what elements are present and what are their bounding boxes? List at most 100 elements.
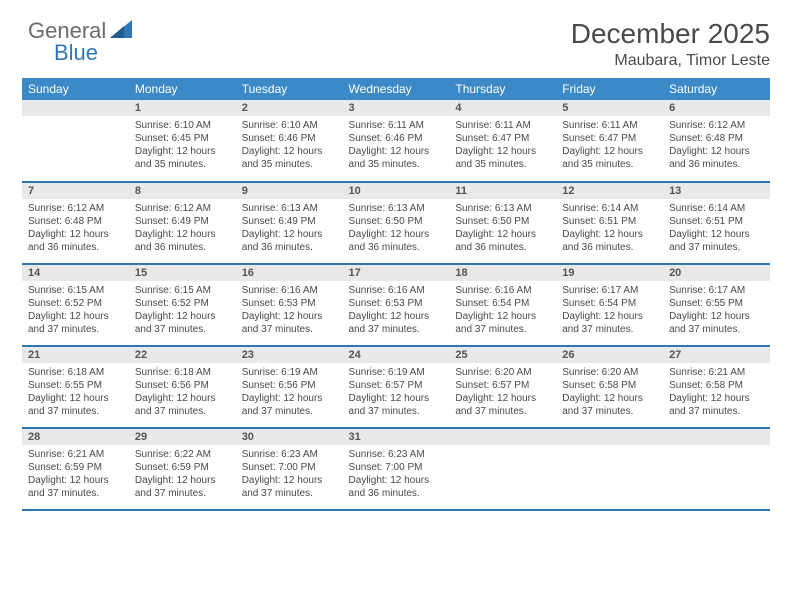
day-sunrise: Sunrise: 6:21 AM — [669, 366, 764, 379]
weekday-header: Thursday — [449, 78, 556, 100]
day-number: 31 — [343, 429, 450, 445]
day-daylight2: and 36 minutes. — [349, 487, 444, 500]
day-daylight1: Daylight: 12 hours — [669, 228, 764, 241]
day-daylight2: and 37 minutes. — [562, 405, 657, 418]
day-daylight1: Daylight: 12 hours — [135, 310, 230, 323]
day-sunset: Sunset: 6:57 PM — [455, 379, 550, 392]
day-daylight2: and 35 minutes. — [455, 158, 550, 171]
day-sunset: Sunset: 6:51 PM — [562, 215, 657, 228]
day-daylight1: Daylight: 12 hours — [562, 228, 657, 241]
calendar-day-cell: 20Sunrise: 6:17 AMSunset: 6:55 PMDayligh… — [663, 264, 770, 346]
day-number: 4 — [449, 100, 556, 116]
day-number: 9 — [236, 183, 343, 199]
header: December 2025 Maubara, Timor Leste — [22, 18, 770, 70]
day-sunrise: Sunrise: 6:19 AM — [349, 366, 444, 379]
calendar-day-cell: 5Sunrise: 6:11 AMSunset: 6:47 PMDaylight… — [556, 100, 663, 182]
day-number: 25 — [449, 347, 556, 363]
day-sunset: Sunset: 6:48 PM — [669, 132, 764, 145]
day-details: Sunrise: 6:13 AMSunset: 6:50 PMDaylight:… — [449, 199, 556, 260]
day-sunrise: Sunrise: 6:23 AM — [242, 448, 337, 461]
day-daylight2: and 37 minutes. — [135, 323, 230, 336]
day-number: 17 — [343, 265, 450, 281]
logo: General Blue — [28, 18, 132, 44]
day-daylight2: and 36 minutes. — [349, 241, 444, 254]
day-daylight1: Daylight: 12 hours — [562, 310, 657, 323]
calendar-day-cell — [449, 428, 556, 510]
day-daylight1: Daylight: 12 hours — [242, 310, 337, 323]
day-details: Sunrise: 6:10 AMSunset: 6:46 PMDaylight:… — [236, 116, 343, 177]
day-daylight2: and 37 minutes. — [28, 487, 123, 500]
calendar-day-cell: 16Sunrise: 6:16 AMSunset: 6:53 PMDayligh… — [236, 264, 343, 346]
logo-triangle-icon — [110, 20, 132, 43]
day-sunrise: Sunrise: 6:15 AM — [135, 284, 230, 297]
day-details: Sunrise: 6:17 AMSunset: 6:54 PMDaylight:… — [556, 281, 663, 342]
calendar-day-cell: 25Sunrise: 6:20 AMSunset: 6:57 PMDayligh… — [449, 346, 556, 428]
day-daylight1: Daylight: 12 hours — [349, 228, 444, 241]
day-details: Sunrise: 6:16 AMSunset: 6:53 PMDaylight:… — [236, 281, 343, 342]
calendar-day-cell: 13Sunrise: 6:14 AMSunset: 6:51 PMDayligh… — [663, 182, 770, 264]
day-details: Sunrise: 6:22 AMSunset: 6:59 PMDaylight:… — [129, 445, 236, 506]
day-daylight1: Daylight: 12 hours — [135, 392, 230, 405]
day-details: Sunrise: 6:15 AMSunset: 6:52 PMDaylight:… — [129, 281, 236, 342]
day-daylight2: and 37 minutes. — [242, 405, 337, 418]
calendar-day-cell: 27Sunrise: 6:21 AMSunset: 6:58 PMDayligh… — [663, 346, 770, 428]
day-daylight1: Daylight: 12 hours — [349, 145, 444, 158]
day-number: 1 — [129, 100, 236, 116]
calendar-day-cell: 30Sunrise: 6:23 AMSunset: 7:00 PMDayligh… — [236, 428, 343, 510]
day-daylight1: Daylight: 12 hours — [28, 310, 123, 323]
weekday-header: Tuesday — [236, 78, 343, 100]
day-details: Sunrise: 6:11 AMSunset: 6:47 PMDaylight:… — [449, 116, 556, 177]
day-daylight2: and 35 minutes. — [242, 158, 337, 171]
day-daylight1: Daylight: 12 hours — [669, 310, 764, 323]
day-number — [556, 429, 663, 445]
calendar-week-row: 1Sunrise: 6:10 AMSunset: 6:45 PMDaylight… — [22, 100, 770, 182]
day-number: 30 — [236, 429, 343, 445]
day-sunrise: Sunrise: 6:14 AM — [562, 202, 657, 215]
day-daylight2: and 37 minutes. — [669, 405, 764, 418]
calendar-day-cell: 28Sunrise: 6:21 AMSunset: 6:59 PMDayligh… — [22, 428, 129, 510]
day-sunset: Sunset: 6:57 PM — [349, 379, 444, 392]
day-daylight2: and 37 minutes. — [242, 487, 337, 500]
day-sunrise: Sunrise: 6:15 AM — [28, 284, 123, 297]
day-daylight2: and 37 minutes. — [562, 323, 657, 336]
day-daylight2: and 37 minutes. — [455, 323, 550, 336]
day-number: 12 — [556, 183, 663, 199]
day-number: 6 — [663, 100, 770, 116]
day-details: Sunrise: 6:11 AMSunset: 6:47 PMDaylight:… — [556, 116, 663, 177]
day-daylight1: Daylight: 12 hours — [242, 392, 337, 405]
day-details: Sunrise: 6:14 AMSunset: 6:51 PMDaylight:… — [663, 199, 770, 260]
calendar-day-cell: 22Sunrise: 6:18 AMSunset: 6:56 PMDayligh… — [129, 346, 236, 428]
day-sunrise: Sunrise: 6:11 AM — [455, 119, 550, 132]
day-daylight1: Daylight: 12 hours — [28, 228, 123, 241]
day-daylight1: Daylight: 12 hours — [349, 474, 444, 487]
calendar-day-cell: 17Sunrise: 6:16 AMSunset: 6:53 PMDayligh… — [343, 264, 450, 346]
day-number: 29 — [129, 429, 236, 445]
day-daylight2: and 37 minutes. — [242, 323, 337, 336]
day-sunrise: Sunrise: 6:19 AM — [242, 366, 337, 379]
day-daylight2: and 36 minutes. — [135, 241, 230, 254]
calendar-day-cell — [22, 100, 129, 182]
calendar-day-cell: 4Sunrise: 6:11 AMSunset: 6:47 PMDaylight… — [449, 100, 556, 182]
day-sunrise: Sunrise: 6:11 AM — [562, 119, 657, 132]
day-daylight1: Daylight: 12 hours — [562, 392, 657, 405]
day-sunset: Sunset: 6:54 PM — [562, 297, 657, 310]
day-daylight2: and 37 minutes. — [669, 323, 764, 336]
day-number: 11 — [449, 183, 556, 199]
calendar-day-cell: 1Sunrise: 6:10 AMSunset: 6:45 PMDaylight… — [129, 100, 236, 182]
day-number: 28 — [22, 429, 129, 445]
day-sunset: Sunset: 6:49 PM — [135, 215, 230, 228]
day-daylight2: and 37 minutes. — [28, 323, 123, 336]
day-daylight1: Daylight: 12 hours — [669, 145, 764, 158]
weekday-header: Saturday — [663, 78, 770, 100]
day-sunrise: Sunrise: 6:16 AM — [242, 284, 337, 297]
day-number: 21 — [22, 347, 129, 363]
day-daylight1: Daylight: 12 hours — [28, 392, 123, 405]
day-daylight1: Daylight: 12 hours — [28, 474, 123, 487]
day-sunset: Sunset: 6:56 PM — [242, 379, 337, 392]
day-sunset: Sunset: 7:00 PM — [242, 461, 337, 474]
calendar-day-cell: 31Sunrise: 6:23 AMSunset: 7:00 PMDayligh… — [343, 428, 450, 510]
day-sunrise: Sunrise: 6:23 AM — [349, 448, 444, 461]
calendar-week-row: 7Sunrise: 6:12 AMSunset: 6:48 PMDaylight… — [22, 182, 770, 264]
day-sunset: Sunset: 6:52 PM — [28, 297, 123, 310]
weekday-header: Friday — [556, 78, 663, 100]
